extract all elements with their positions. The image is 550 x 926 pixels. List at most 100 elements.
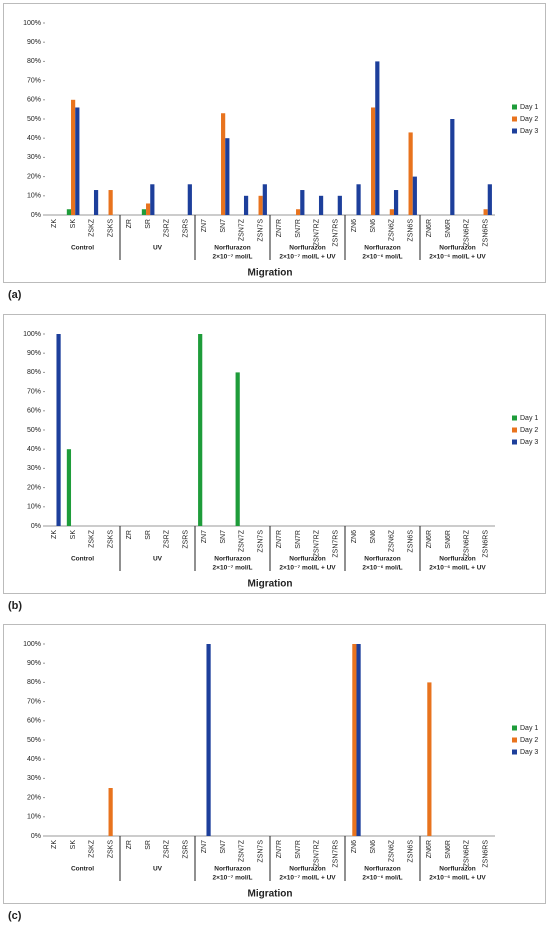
x-tick-label: ZSN6RS xyxy=(482,840,489,868)
bar xyxy=(93,190,99,215)
y-tick-label: 100% xyxy=(23,331,41,338)
x-tick-label: ZSN7RS xyxy=(332,530,339,558)
legend-label: Day 2 xyxy=(520,737,538,744)
bar xyxy=(487,184,492,215)
x-tick-label: ZSKZ xyxy=(89,839,96,858)
x-tick-label: SK xyxy=(70,219,77,229)
y-tick-label: 90% xyxy=(27,350,41,357)
legend-swatch xyxy=(512,427,517,433)
panel-label: (c) xyxy=(8,910,22,922)
legend-swatch xyxy=(512,104,517,110)
group-label: 2×10⁻⁶ mol/L + UV xyxy=(429,565,486,572)
x-tick-label: ZSN7S xyxy=(257,530,264,553)
y-tick-label: 90% xyxy=(27,39,41,46)
x-tick-label: SK xyxy=(70,530,77,540)
x-tick-label: SN7 xyxy=(220,219,227,233)
x-tick-label: ZN6 xyxy=(351,840,358,853)
bar xyxy=(108,190,113,215)
group-label: Norflurazon xyxy=(439,866,476,873)
legend-label: Day 1 xyxy=(520,415,538,422)
x-tick-label: ZSRS xyxy=(182,840,189,859)
x-tick-label: ZSN6RZ xyxy=(464,218,471,246)
x-tick-label: SN6 xyxy=(370,840,377,854)
x-axis-title: Migration xyxy=(248,889,293,900)
x-tick-label: ZSN7RZ xyxy=(314,839,321,867)
y-tick-label: 40% xyxy=(27,135,41,142)
bar xyxy=(356,644,361,836)
y-tick-label: 60% xyxy=(27,718,41,725)
legend-label: Day 2 xyxy=(520,427,538,434)
x-tick-label: SN7 xyxy=(220,530,227,544)
x-tick-label: ZSN6Z xyxy=(389,839,396,862)
panel-frame xyxy=(3,624,546,904)
y-tick-label: 90% xyxy=(27,660,41,667)
x-tick-label: ZSKS xyxy=(107,840,114,859)
bar xyxy=(71,99,76,215)
bar xyxy=(206,644,211,836)
chart-panel: 0% 10% 20% 30% 40% 50% 60% 70% 80% 90% 100% ZK SK ZSK… xyxy=(3,624,546,922)
x-tick-label: ZSN7RS xyxy=(332,219,339,247)
group-label: 2×10⁻⁶ mol/L + UV xyxy=(429,875,486,882)
group-label: 2×10⁻⁷ mol/L + UV xyxy=(279,875,336,882)
x-tick-label: ZSN7RZ xyxy=(314,218,321,246)
group-label: Norflurazon xyxy=(364,245,401,252)
x-tick-label: SN6 xyxy=(370,530,377,544)
x-tick-label: ZSN7S xyxy=(257,840,264,863)
x-tick-label: ZSKZ xyxy=(89,529,96,548)
legend-swatch xyxy=(512,749,517,755)
x-tick-label: ZSN6S xyxy=(407,219,414,242)
group-label: Norflurazon xyxy=(289,556,326,563)
bar xyxy=(450,119,455,215)
bar xyxy=(318,195,324,215)
x-tick-label: ZR xyxy=(126,530,133,539)
x-tick-label: ZSN6Z xyxy=(389,218,396,241)
y-tick-label: 30% xyxy=(27,154,41,161)
y-tick-label: 50% xyxy=(27,737,41,744)
x-tick-label: ZSN6S xyxy=(407,530,414,553)
group-label: 2×10⁻⁷ mol/L + UV xyxy=(279,565,336,572)
x-tick-label: ZN6 xyxy=(351,530,358,543)
bar xyxy=(483,209,488,215)
legend-label: Day 1 xyxy=(520,725,538,732)
group-label: UV xyxy=(153,556,163,563)
group-label: 2×10⁻⁷ mol/L xyxy=(213,254,253,261)
y-tick-label: 80% xyxy=(27,679,41,686)
bar xyxy=(235,372,240,526)
x-tick-label: SN7R xyxy=(295,530,302,549)
x-tick-label: ZSN7Z xyxy=(239,529,246,552)
y-tick-label: 30% xyxy=(27,465,41,472)
group-label: 2×10⁻⁷ mol/L + UV xyxy=(279,254,336,261)
x-tick-label: ZN7R xyxy=(276,219,283,237)
x-tick-label: SR xyxy=(145,840,152,850)
y-tick-label: 50% xyxy=(27,116,41,123)
bar xyxy=(300,190,305,215)
x-tick-label: ZSN6RZ xyxy=(464,529,471,557)
x-tick-label: ZSRS xyxy=(182,530,189,549)
bar xyxy=(56,334,61,526)
x-axis-title: Migration xyxy=(248,268,293,279)
panel-frame xyxy=(3,314,546,594)
x-tick-label: ZSN6RS xyxy=(482,219,489,247)
x-tick-label: SN7R xyxy=(295,219,302,238)
x-tick-label: ZSRZ xyxy=(164,529,171,548)
x-tick-label: ZSRZ xyxy=(164,218,171,237)
group-label: 2×10⁻⁷ mol/L xyxy=(213,565,253,572)
bar xyxy=(108,788,113,836)
legend-swatch xyxy=(512,737,517,743)
y-tick-label: 70% xyxy=(27,77,41,84)
group-label: 2×10⁻⁶ mol/L xyxy=(362,875,402,882)
y-tick-label: 30% xyxy=(27,775,41,782)
legend-label: Day 3 xyxy=(520,128,538,135)
y-tick-label: 50% xyxy=(27,427,41,434)
x-tick-label: ZN6R xyxy=(426,530,433,548)
legend-swatch xyxy=(512,116,517,122)
y-tick-label: 0% xyxy=(31,523,41,530)
group-label: Norflurazon xyxy=(439,556,476,563)
group-label: Norflurazon xyxy=(439,245,476,252)
y-tick-label: 40% xyxy=(27,756,41,763)
x-tick-label: ZK xyxy=(51,219,58,228)
bar xyxy=(296,209,301,215)
group-label: Norflurazon xyxy=(289,866,326,873)
x-tick-label: ZSN7Z xyxy=(239,839,246,862)
